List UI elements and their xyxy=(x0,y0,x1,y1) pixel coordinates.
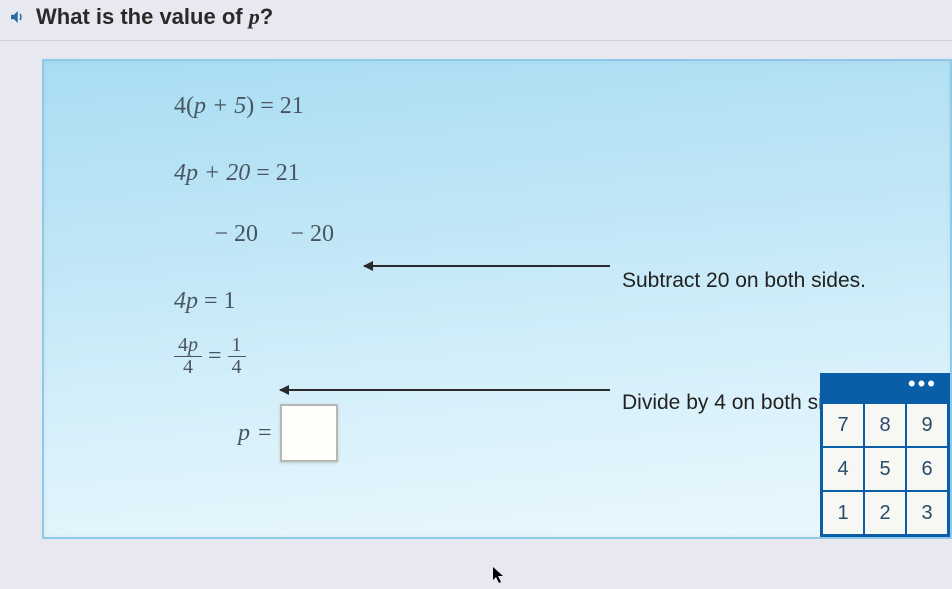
step-3: − 20 − 20 xyxy=(188,221,950,248)
key-8[interactable]: 8 xyxy=(865,404,905,446)
question-prompt: What is the value of p? xyxy=(36,4,273,30)
frac-right: 1 4 xyxy=(228,335,246,378)
arrow-divide xyxy=(280,389,610,391)
rhs: 1 xyxy=(224,288,236,315)
eq: = xyxy=(260,93,274,120)
lhs: 4p xyxy=(174,288,198,315)
eq: = xyxy=(204,288,218,315)
key-7[interactable]: 7 xyxy=(823,404,863,446)
den-l: 4 xyxy=(179,357,197,378)
subtract-left: − 20 xyxy=(188,221,258,248)
key-9[interactable]: 9 xyxy=(907,404,947,446)
frac-left: 4p 4 xyxy=(174,335,202,378)
keypad-menu[interactable]: ••• xyxy=(821,374,949,402)
answer-var: p xyxy=(238,420,250,447)
step-5: 4p 4 = 1 4 xyxy=(174,335,950,378)
step-1: 4(p + 5) = 21 xyxy=(174,93,950,120)
answer-input[interactable] xyxy=(280,404,338,462)
num-r: 1 xyxy=(228,335,246,356)
question-header: What is the value of p? xyxy=(0,0,952,41)
lhs: 4p + 20 xyxy=(174,160,250,187)
den-r: 4 xyxy=(228,357,246,378)
work-card: 4(p + 5) = 21 4p + 20 = 21 − 20 − 20 4p … xyxy=(42,59,952,539)
key-3[interactable]: 3 xyxy=(907,492,947,534)
prompt-variable: p xyxy=(249,4,260,29)
key-1[interactable]: 1 xyxy=(823,492,863,534)
arrow-subtract xyxy=(364,265,610,267)
key-5[interactable]: 5 xyxy=(865,448,905,490)
mouse-cursor-icon xyxy=(492,566,506,589)
coef: 4 xyxy=(174,93,186,120)
num-l: 4p xyxy=(174,335,202,356)
audio-icon[interactable] xyxy=(8,8,26,26)
rhs: 21 xyxy=(280,93,304,120)
eq: = xyxy=(256,160,270,187)
subtract-right: − 20 xyxy=(264,221,334,248)
rhs: 21 xyxy=(276,160,300,187)
annot-subtract: Subtract 20 on both sides. xyxy=(622,269,866,293)
prompt-text-prefix: What is the value of xyxy=(36,4,249,29)
inner-expr: p + 5 xyxy=(194,93,246,120)
key-2[interactable]: 2 xyxy=(865,492,905,534)
key-4[interactable]: 4 xyxy=(823,448,863,490)
eq: = xyxy=(208,343,222,370)
step-2: 4p + 20 = 21 xyxy=(174,160,950,187)
eq: = xyxy=(258,420,272,447)
card-container: 4(p + 5) = 21 4p + 20 = 21 − 20 − 20 4p … xyxy=(0,41,952,539)
number-keypad: ••• 7 8 9 4 5 6 1 2 3 xyxy=(820,373,950,537)
prompt-text-suffix: ? xyxy=(260,4,273,29)
key-6[interactable]: 6 xyxy=(907,448,947,490)
keypad-grid: 7 8 9 4 5 6 1 2 3 xyxy=(821,402,949,536)
